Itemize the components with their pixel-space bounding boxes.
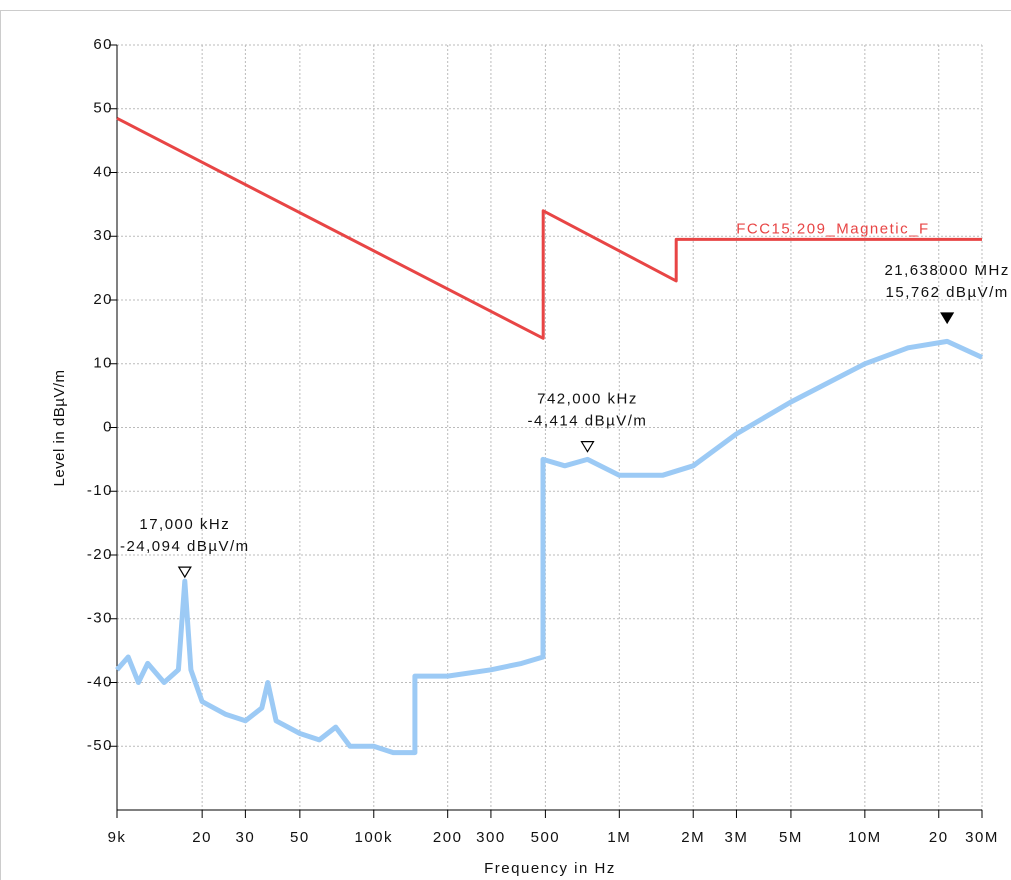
y-tick-label: 50	[93, 100, 113, 117]
series-label: FCC15.209_Magnetic_F	[736, 220, 929, 237]
x-tick-label: 100k	[355, 829, 394, 846]
marker	[580, 441, 595, 453]
x-tick-label: 2M	[681, 829, 705, 846]
marker-label: -24,094 dBµV/m	[120, 538, 250, 555]
marker-label: -4,414 dBµV/m	[528, 413, 648, 430]
y-tick-label: -30	[87, 610, 113, 627]
x-tick-label: 10M	[848, 829, 882, 846]
y-tick-label: 30	[93, 227, 113, 244]
x-tick-label: 300	[476, 829, 506, 846]
y-axis-label: Level in dBµV/m	[51, 369, 68, 486]
x-tick-label: 30M	[965, 829, 999, 846]
frame	[0, 10, 1011, 880]
marker-label: 17,000 kHz	[139, 516, 230, 533]
marker	[940, 312, 955, 325]
y-tick-label: 0	[103, 418, 113, 435]
marker-label: 21,638000 MHz	[884, 262, 1009, 279]
x-tick-label: 3M	[725, 829, 749, 846]
y-tick-label: -10	[87, 482, 113, 499]
marker-label: 742,000 kHz	[537, 391, 638, 408]
y-tick-label: 40	[93, 163, 113, 180]
x-axis-label: Frequency in Hz	[484, 860, 616, 877]
x-tick-label: 20	[929, 829, 949, 846]
marker-label: 15,762 dBµV/m	[886, 284, 1009, 301]
x-tick-label: 5M	[779, 829, 803, 846]
x-tick-label: 500	[531, 829, 561, 846]
y-tick-label: 60	[93, 36, 113, 53]
trace-line	[115, 338, 984, 756]
marker	[177, 566, 192, 579]
x-tick-label: 50	[290, 829, 310, 846]
x-tick-label: 30	[236, 829, 256, 846]
y-tick-label: -50	[87, 737, 113, 754]
limit-line	[116, 116, 982, 340]
y-tick-label: -20	[87, 546, 113, 563]
x-tick-label: 20	[192, 829, 212, 846]
x-tick-label: 1M	[607, 829, 631, 846]
x-tick-label: 9k	[108, 829, 127, 846]
x-tick-label: 200	[433, 829, 463, 846]
y-tick-label: 20	[93, 291, 113, 308]
y-tick-label: -40	[87, 673, 113, 690]
y-tick-label: 10	[93, 355, 113, 372]
